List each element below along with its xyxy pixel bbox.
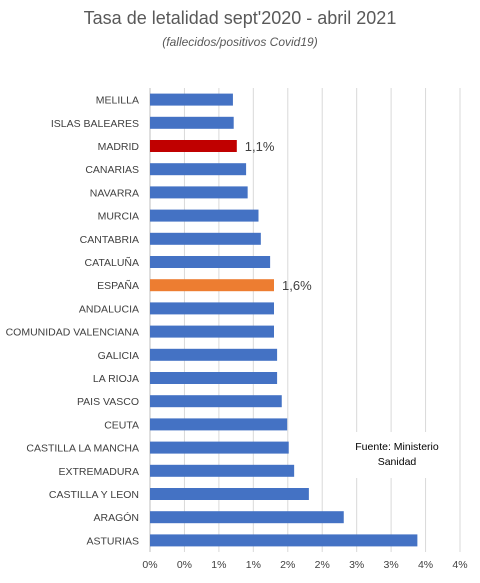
category-label: LA RIOJA xyxy=(93,373,139,385)
bar xyxy=(150,186,248,199)
category-label: CATALUÑA xyxy=(85,256,139,269)
x-tick-label: 0% xyxy=(177,559,192,571)
x-tick-label: 0% xyxy=(142,559,157,571)
bar xyxy=(150,256,271,268)
category-label: MELILLA xyxy=(96,95,139,107)
category-label: ANDALUCIA xyxy=(79,303,139,315)
x-tick-label: 3% xyxy=(349,559,364,571)
bar xyxy=(150,302,274,315)
bar xyxy=(150,395,282,408)
data-label: 1,1% xyxy=(245,139,275,154)
category-label: NAVARRA xyxy=(90,187,139,199)
category-label: ISLAS BALEARES xyxy=(51,118,139,130)
bar xyxy=(150,372,278,384)
bar xyxy=(150,464,295,477)
chart-subtitle: (fallecidos/positivos Covid19) xyxy=(162,35,318,49)
bar xyxy=(150,279,274,292)
bar xyxy=(150,511,344,524)
category-label: CANTABRIA xyxy=(80,234,139,246)
category-label: CASTILLA Y LEON xyxy=(49,489,139,501)
bar xyxy=(150,534,418,547)
x-tick-label: 3% xyxy=(384,559,399,571)
bar xyxy=(150,116,234,129)
bar xyxy=(150,163,247,176)
bar xyxy=(150,418,288,431)
bar xyxy=(150,209,259,222)
data-label: 1,6% xyxy=(282,278,312,293)
category-label: MURCIA xyxy=(98,211,139,223)
x-tick-label: 2% xyxy=(315,559,330,571)
bar xyxy=(150,93,233,106)
category-label: CASTILLA LA MANCHA xyxy=(26,443,139,455)
x-tick-label: 4% xyxy=(452,559,467,571)
category-label: PAIS VASCO xyxy=(77,396,139,408)
x-tick-label: 4% xyxy=(418,559,433,571)
bar xyxy=(150,348,278,361)
bar xyxy=(150,441,289,454)
category-label: EXTREMADURA xyxy=(58,466,139,478)
x-tick-label: 2% xyxy=(280,559,295,571)
category-label: MADRID xyxy=(98,141,140,153)
chart-title: Tasa de letalidad sept'2020 - abril 2021 xyxy=(83,8,397,28)
category-label: COMUNIDAD VALENCIANA xyxy=(6,327,139,339)
category-label: CEUTA xyxy=(104,419,139,431)
source-note: Fuente: Ministerio Sanidad xyxy=(338,432,456,478)
category-label: ASTURIAS xyxy=(86,535,139,547)
category-label: ESPAÑA xyxy=(97,279,139,292)
source-line-2: Sanidad xyxy=(377,456,417,468)
category-label: CANARIAS xyxy=(85,164,139,176)
bar xyxy=(150,140,237,152)
x-tick-label: 1% xyxy=(211,559,226,571)
category-label: ARAGÓN xyxy=(93,511,139,524)
source-line-1: Fuente: Ministerio xyxy=(355,441,439,453)
bar xyxy=(150,232,261,245)
x-tick-label: 1% xyxy=(246,559,261,571)
bar xyxy=(150,488,309,500)
category-label: GALICIA xyxy=(98,350,139,362)
bar xyxy=(150,325,274,338)
